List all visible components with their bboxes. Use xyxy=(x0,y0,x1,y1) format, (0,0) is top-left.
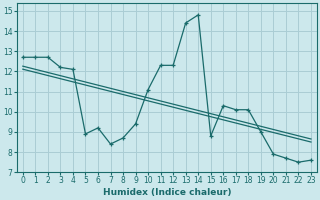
X-axis label: Humidex (Indice chaleur): Humidex (Indice chaleur) xyxy=(103,188,231,197)
